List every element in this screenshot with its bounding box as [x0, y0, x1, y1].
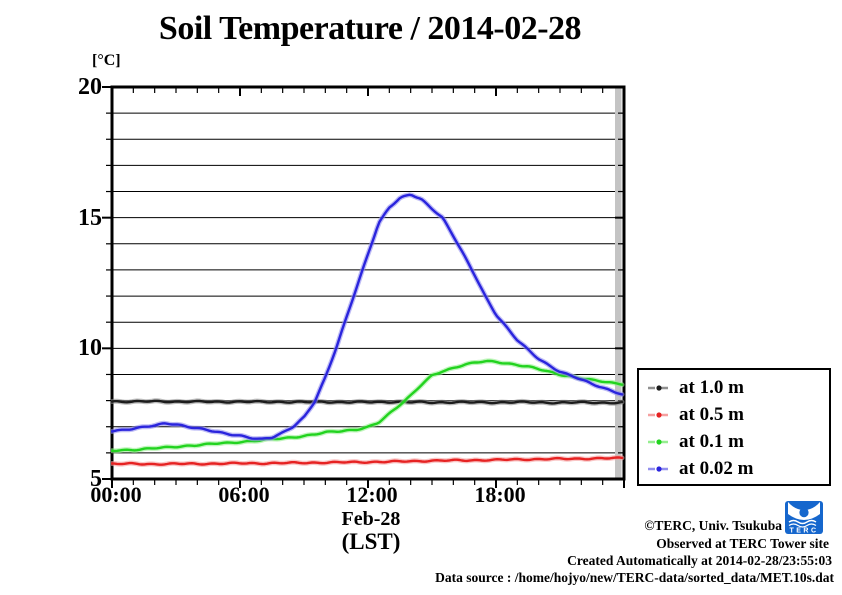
legend-line-marker-icon — [648, 384, 670, 391]
series-line-0.5m — [111, 456, 624, 466]
footer-data-source-path: Data source : /home/hojyo/new/TERC-data/… — [435, 570, 834, 585]
footer-created-timestamp: Created Automatically at 2014-02-28/23:5… — [567, 553, 832, 568]
legend-item: at 0.1 m — [646, 428, 829, 455]
y-tick-label: 10 — [78, 335, 102, 362]
legend-box: at 1.0 m at 0.5 m at 0.1 m at 0.02 m — [637, 368, 831, 486]
legend-item-label: at 0.5 m — [679, 404, 744, 425]
y-tick-label: 5 — [90, 466, 102, 492]
series-line-0.1m — [111, 359, 624, 453]
footer-observed-site: Observed at TERC Tower site — [656, 536, 829, 551]
x-tick-label: 00:00 — [90, 482, 142, 507]
legend-item: at 1.0 m — [646, 374, 829, 401]
x-tick-label: 12:00 — [346, 482, 398, 507]
y-tick-label: 20 — [78, 74, 102, 100]
legend-line-marker-icon — [648, 465, 670, 472]
footer-copyright: ©TERC, Univ. Tsukuba — [644, 518, 782, 533]
y-axis-unit-label: [°C] — [92, 52, 121, 69]
series-line-0.02m — [111, 193, 624, 440]
series-line-1m — [111, 399, 624, 405]
data-curves — [111, 192, 625, 468]
chart-title: Soil Temperature / 2014-02-28 — [158, 10, 582, 47]
x-tick-label: 06:00 — [218, 482, 270, 507]
x-axis-timezone-label: (LST) — [341, 529, 401, 554]
legend-item: at 0.02 m — [646, 455, 829, 482]
x-tick-label: 18:00 — [474, 482, 526, 507]
terc-logo: TERC — [785, 501, 823, 534]
y-tick-label: 15 — [78, 204, 102, 231]
terc-logo-text: TERC — [789, 528, 818, 535]
legend-item-label: at 0.02 m — [679, 458, 754, 479]
legend-item-label: at 1.0 m — [679, 377, 744, 398]
legend-item: at 0.5 m — [646, 401, 829, 428]
gridlines — [112, 112, 624, 454]
legend-item-label: at 0.1 m — [679, 431, 744, 452]
legend-line-marker-icon — [648, 438, 670, 445]
legend-line-marker-icon — [648, 411, 670, 418]
end-gap-strip — [615, 87, 622, 479]
x-axis-date-label: Feb-28 — [341, 508, 401, 530]
plot-frame — [110, 85, 626, 481]
